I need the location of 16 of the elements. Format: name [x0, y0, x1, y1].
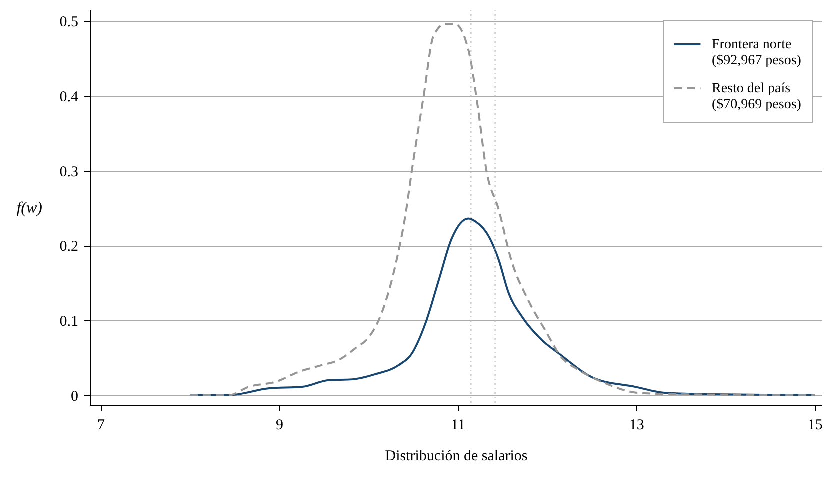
x-tick-label: 7 — [97, 418, 106, 434]
y-tick-label: 0.5 — [60, 14, 78, 31]
line-series — [188, 23, 816, 396]
x-tick-label: 15 — [808, 418, 823, 434]
y-tick-label: 0.1 — [60, 314, 78, 330]
y-axis-title: f(w) — [16, 200, 42, 217]
legend-label: Frontera norte ($92,967 pesos) — [712, 38, 802, 68]
x-tick-label: 13 — [629, 418, 644, 434]
x-tick-label: 11 — [451, 418, 466, 434]
y-tick-label: 0.4 — [60, 90, 79, 106]
x-axis-title: Distribución de salarios — [385, 448, 528, 464]
y-tick-label: 0.2 — [60, 239, 78, 256]
y-tick-label: 0 — [71, 388, 78, 405]
y-tick-label: 0.3 — [60, 164, 78, 180]
x-tick-label: 9 — [276, 418, 284, 434]
legend-label: Resto del país ($70,969 pesos) — [712, 82, 802, 112]
